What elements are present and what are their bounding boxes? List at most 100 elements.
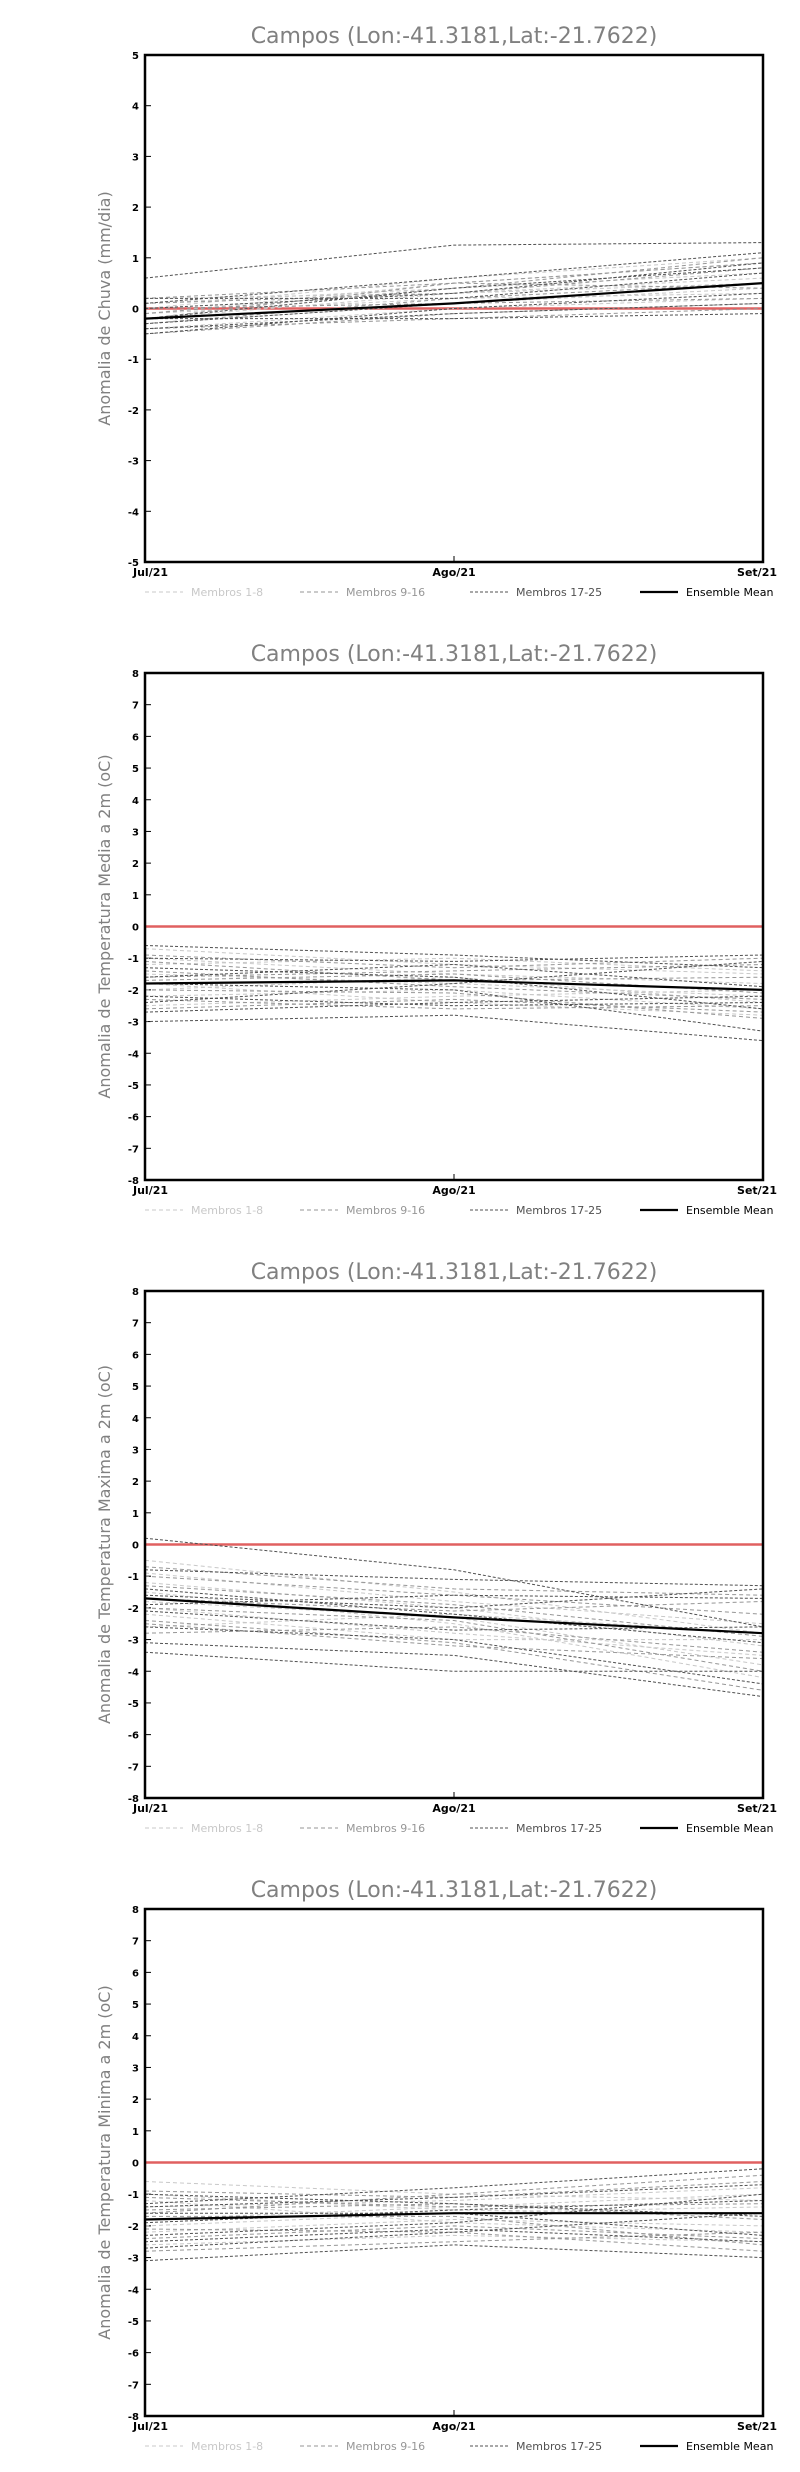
- x-tick-label: Set/21: [737, 2420, 777, 2433]
- y-tick-label: 2: [132, 1477, 139, 1488]
- legend-label: Membros 1-8: [191, 1822, 263, 1835]
- member-line-group-3: [145, 2212, 764, 2236]
- member-line-group-1: [144, 983, 764, 1016]
- y-tick-label: -1: [128, 355, 139, 366]
- plot-frame: [143, 1907, 765, 2418]
- y-tick-label: 6: [132, 1968, 139, 1979]
- legend-label: Ensemble Mean: [686, 1822, 773, 1835]
- legend-label: Ensemble Mean: [686, 586, 773, 599]
- member-line-group-2: [144, 1597, 764, 1612]
- x-tick-label: Ago/21: [432, 1802, 475, 1815]
- y-axis-label: Anomalia de Temperatura Minima a 2m (oC): [95, 1985, 114, 2339]
- member-line-group-2: [144, 2203, 764, 2220]
- member-line-group-3: [144, 2244, 764, 2262]
- plot-frame: [143, 1289, 765, 1800]
- member-line-group-2: [144, 308, 764, 330]
- y-tick-label: -4: [128, 2285, 139, 2296]
- member-line-group-2: [145, 2215, 764, 2246]
- chart-title: Campos (Lon:-41.3181,Lat:-21.7622): [251, 642, 658, 667]
- y-tick-label: 4: [132, 1414, 139, 1425]
- member-line-group-2: [144, 989, 764, 1019]
- member-line-group-2: [144, 262, 764, 320]
- y-tick-label: -5: [128, 2317, 139, 2328]
- legend-label: Membros 17-25: [516, 586, 602, 599]
- y-tick-label: 3: [132, 2063, 139, 2074]
- legend-label: Ensemble Mean: [686, 2440, 773, 2453]
- y-tick-label: -6: [128, 2349, 139, 2360]
- y-tick-label: -3: [128, 1636, 139, 1647]
- member-line-group-3: [144, 252, 764, 304]
- member-line-group-2: [144, 1585, 764, 1637]
- y-tick-label: 5: [132, 51, 139, 62]
- y-axis-label: Anomalia de Chuva (mm/dia): [95, 191, 114, 425]
- legend-label: Ensemble Mean: [686, 1204, 773, 1217]
- member-line-group-3: [144, 1014, 764, 1042]
- y-tick-label: -2: [128, 986, 139, 997]
- y-tick-label: 7: [132, 701, 139, 712]
- y-tick-label: -6: [128, 1113, 139, 1124]
- x-tick-label: Jul/21: [132, 2420, 168, 2433]
- member-line-group-1: [144, 976, 764, 1003]
- legend-label: Membros 1-8: [191, 586, 263, 599]
- legend-label: Membros 1-8: [191, 1204, 263, 1217]
- member-line-group-3: [144, 945, 764, 969]
- y-tick-label: -1: [128, 1572, 139, 1583]
- y-tick-label: 5: [132, 2000, 139, 2011]
- member-line-group-3: [144, 1642, 764, 1698]
- y-tick-label: 1: [132, 254, 139, 265]
- legend-label: Membros 9-16: [346, 1822, 425, 1835]
- ensemble-mean-line: [144, 282, 764, 320]
- y-tick-label: -1: [128, 954, 139, 965]
- chart-title: Campos (Lon:-41.3181,Lat:-21.7622): [251, 1260, 658, 1285]
- y-axis-label: Anomalia de Temperatura Media a 2m (oC): [95, 754, 114, 1098]
- y-tick-label: -2: [128, 406, 139, 417]
- member-line-group-2: [144, 998, 764, 1010]
- y-tick-label: -8: [128, 1176, 139, 1187]
- y-tick-label: 1: [132, 2127, 139, 2138]
- ensemble-mean-line: [144, 979, 764, 991]
- y-tick-label: -1: [128, 2190, 139, 2201]
- y-tick-label: -5: [128, 558, 139, 569]
- y-tick-label: 2: [132, 2095, 139, 2106]
- x-tick-label: Ago/21: [432, 566, 475, 579]
- member-line-group-3: [144, 2193, 764, 2236]
- y-tick-label: -4: [128, 1049, 139, 1060]
- member-line-group-2: [144, 2196, 764, 2208]
- plot-frame: [143, 53, 765, 564]
- member-line-group-2: [144, 302, 764, 335]
- y-tick-label: -4: [128, 1667, 139, 1678]
- member-line-group-3: [144, 2228, 764, 2243]
- member-line-group-3: [144, 963, 764, 988]
- member-line-group-1: [144, 2200, 764, 2233]
- x-tick-label: Ago/21: [432, 2420, 475, 2433]
- y-axis-label: Anomalia de Temperatura Maxima a 2m (oC): [95, 1365, 114, 1724]
- chart-panel-3: Campos (Lon:-41.3181,Lat:-21.7622) Anomal…: [95, 1260, 777, 1835]
- member-line-group-2: [144, 954, 764, 969]
- chart-title: Campos (Lon:-41.3181,Lat:-21.7622): [251, 24, 658, 49]
- chart-panel-1: Campos (Lon:-41.3181,Lat:-21.7622) Anomal…: [95, 24, 777, 599]
- member-line-group-3: [144, 1651, 763, 1672]
- x-tick-label: Ago/21: [432, 1184, 475, 1197]
- member-line-group-3: [144, 302, 764, 330]
- y-tick-label: -3: [128, 457, 139, 468]
- y-tick-label: 7: [132, 1937, 139, 1948]
- y-tick-label: -3: [128, 1018, 139, 1029]
- legend-label: Membros 9-16: [346, 586, 425, 599]
- member-line-group-3: [144, 995, 764, 1013]
- member-line-group-3: [144, 2212, 764, 2249]
- member-line-group-1: [144, 1607, 764, 1656]
- member-line-group-3: [144, 262, 764, 309]
- member-line-group-2: [144, 2174, 764, 2214]
- y-tick-label: 3: [132, 1445, 139, 1456]
- y-tick-label: 4: [132, 2032, 139, 2043]
- member-line-group-1: [144, 2234, 764, 2246]
- y-tick-label: 5: [132, 1382, 139, 1393]
- member-line-group-3: [144, 995, 764, 1007]
- y-tick-label: -4: [128, 507, 139, 518]
- y-tick-label: 7: [132, 1319, 139, 1330]
- y-tick-label: 0: [132, 923, 139, 934]
- y-tick-label: -2: [128, 1604, 139, 1615]
- x-tick-label: Set/21: [737, 1184, 777, 1197]
- y-tick-label: 0: [132, 305, 139, 316]
